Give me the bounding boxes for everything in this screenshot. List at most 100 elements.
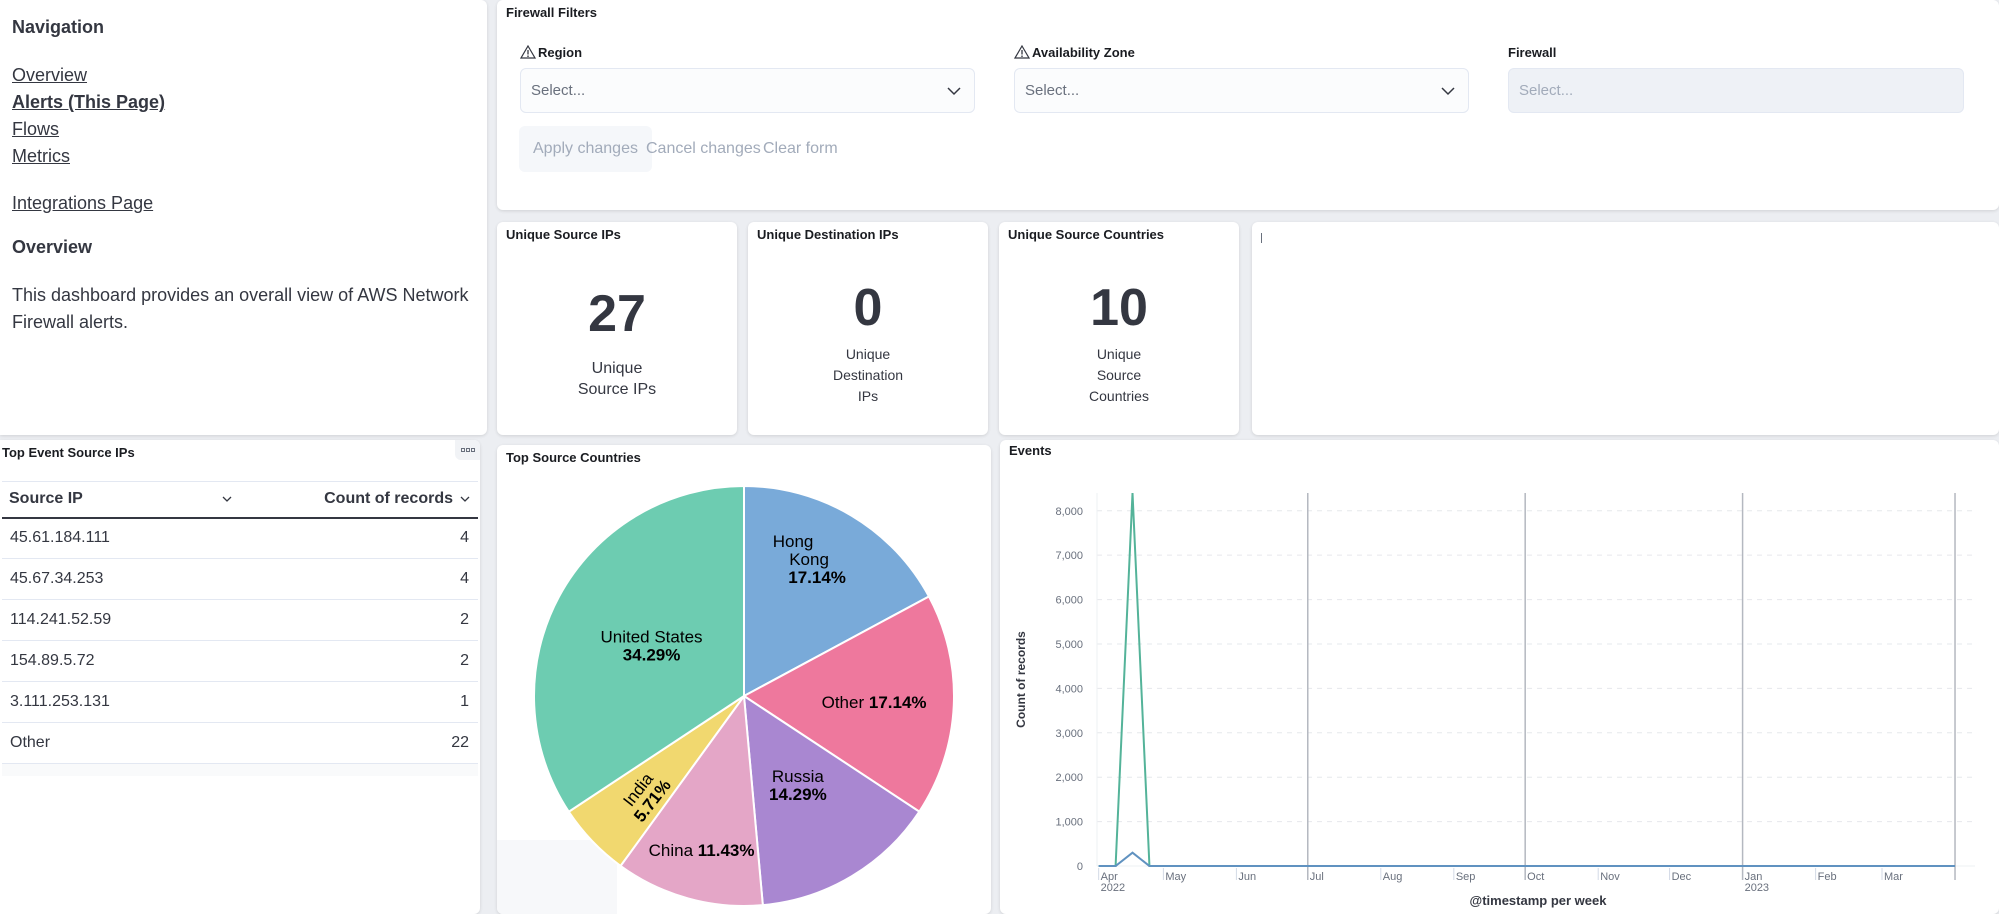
x-tick-label: Jul: [1310, 871, 1324, 883]
table-row[interactable]: Other 22: [2, 722, 478, 764]
count-cell: 1: [240, 681, 478, 723]
x-tick-label: Apr: [1101, 871, 1118, 883]
pie-label-name: Russia: [772, 767, 825, 786]
y-axis-title: Count of records: [1014, 631, 1028, 728]
nav-link-integrations[interactable]: Integrations Page: [12, 193, 154, 213]
count-cell: 2: [240, 599, 478, 641]
y-tick-label: 8,000: [1055, 506, 1083, 518]
pie-slice-russia[interactable]: [742, 694, 921, 907]
chevron-down-icon: [460, 496, 470, 503]
top-source-countries-panel: Top Source Countries Hong Kong 17.14% Other…: [497, 445, 991, 914]
region-field: Region Select...: [520, 42, 975, 113]
table-row[interactable]: 154.89.5.72 2: [2, 640, 478, 682]
y-tick-label: 4,000: [1055, 683, 1083, 695]
events-line-chart: 0 1,000 2,000 3,000 4,000 5,000 6,000 7,000 8,00…: [1014, 492, 1975, 908]
availability-zone-field: Availability Zone Select...: [1014, 42, 1469, 113]
metric-desc-line: Source IPs: [577, 381, 657, 398]
x-tick-label: Jan: [1745, 871, 1763, 883]
warning-icon: [1014, 45, 1030, 59]
y-tick-label: 7,000: [1055, 550, 1083, 562]
x-tick-sublabel: 2022: [1101, 882, 1125, 894]
table-row[interactable]: 45.67.34.253 4: [2, 558, 478, 600]
pie-slice-hong-kong[interactable]: [743, 484, 931, 698]
metric-description: Unique Source IPs: [497, 358, 737, 400]
pie-slice-china[interactable]: [619, 693, 764, 907]
metric-value: 0: [853, 279, 883, 337]
panel-options-button[interactable]: [455, 440, 480, 460]
nav-link-alerts[interactable]: Alerts (This Page): [12, 92, 166, 112]
panel-title: Top Event Source IPs: [2, 445, 135, 460]
firewall-label: Firewall: [1508, 44, 1557, 60]
chevron-down-icon: [947, 86, 961, 95]
pie-label-value: 34.29%: [623, 645, 681, 664]
column-header-source-ip[interactable]: Source IP: [2, 481, 240, 519]
x-tick-label: Sep: [1456, 871, 1476, 883]
x-tick-label: Dec: [1672, 871, 1692, 883]
source-ip-cell: 3.111.253.131: [2, 681, 240, 723]
firewall-select[interactable]: Select...: [1508, 68, 1964, 113]
x-tick-label: Nov: [1600, 871, 1620, 883]
x-axis-title: @timestamp per week: [1470, 893, 1608, 908]
metric-desc-line: Unique: [1096, 346, 1142, 362]
region-placeholder: Select...: [531, 82, 586, 99]
series-green[interactable]: [1098, 492, 1956, 867]
y-tick-label: 3,000: [1055, 728, 1083, 740]
pie-label: Other 17.14%: [822, 693, 927, 712]
firewall-placeholder: Select...: [1519, 82, 1574, 99]
cancel-changes-button[interactable]: Cancel changes: [646, 140, 761, 157]
pie-label-text: Other 17.14%: [822, 693, 927, 712]
nav-link-metrics[interactable]: Metrics: [12, 146, 70, 166]
pie-slice-other[interactable]: [742, 595, 955, 814]
metric-description: Unique Destination IPs: [748, 344, 988, 407]
panel-title: Top Source Countries: [506, 450, 641, 465]
availability-zone-select[interactable]: Select...: [1014, 68, 1469, 113]
nav-link-overview[interactable]: Overview: [12, 65, 88, 85]
metric-unique-source-countries: Unique Source Countries 10 Unique Source…: [999, 222, 1239, 435]
pie-label: China 11.43%: [649, 841, 755, 860]
panel-title: Unique Destination IPs: [757, 227, 899, 242]
region-select[interactable]: Select...: [520, 68, 975, 113]
source-ip-cell: 114.241.52.59: [2, 599, 240, 641]
table-row[interactable]: 114.241.52.59 2: [2, 599, 478, 641]
x-tick-label: Oct: [1527, 871, 1544, 883]
metric-desc-line: Unique: [845, 346, 891, 362]
pie-label-text: China 11.43%: [649, 841, 755, 860]
pie-label-name: United States: [600, 627, 702, 646]
metric-desc-line: Unique: [591, 360, 643, 377]
pie-slice-united-states[interactable]: [533, 484, 745, 814]
source-ip-cell: 154.89.5.72: [2, 640, 240, 682]
spacer: [12, 170, 475, 190]
apply-changes-button[interactable]: Apply changes: [519, 126, 652, 172]
column-header-count[interactable]: Count of records: [240, 481, 478, 519]
region-label-row: Region: [520, 42, 975, 62]
metric-unique-source-ips: Unique Source IPs 27 Unique Source IPs: [497, 222, 737, 435]
x-tick-label: Feb: [1818, 871, 1837, 883]
count-cell: 4: [240, 517, 478, 559]
availability-zone-label-row: Availability Zone: [1014, 42, 1469, 62]
metric-value: 10: [1090, 279, 1148, 337]
x-tick-label: May: [1165, 871, 1186, 883]
y-tick-label: 6,000: [1055, 595, 1083, 607]
events-panel: Events 0 1,000 2,000 3,000 4,000 5,000 6,000 7,…: [1000, 440, 1999, 914]
table-filler-row: [2, 763, 478, 776]
chevron-down-icon: [222, 496, 232, 503]
panel-title: Events: [1009, 443, 1052, 458]
metric-desc-line: Source: [1096, 367, 1142, 383]
source-ip-cell: 45.61.184.111: [2, 517, 240, 559]
series-blue[interactable]: [1098, 851, 1956, 867]
clear-form-button[interactable]: Clear form: [763, 140, 838, 157]
chevron-down-icon: [1441, 86, 1455, 95]
panel-title: Firewall Filters: [506, 5, 598, 20]
y-tick-label: 0: [1077, 861, 1083, 873]
table-row[interactable]: 45.61.184.111 4: [2, 517, 478, 559]
text-cursor: [1261, 233, 1262, 243]
metric-desc-line: Countries: [1089, 388, 1149, 404]
metric-description: Unique Source Countries: [999, 344, 1239, 407]
x-tick-label: Aug: [1383, 871, 1403, 883]
table-row[interactable]: 3.111.253.131 1: [2, 681, 478, 723]
nav-link-flows[interactable]: Flows: [12, 119, 60, 139]
count-cell: 2: [240, 640, 478, 682]
